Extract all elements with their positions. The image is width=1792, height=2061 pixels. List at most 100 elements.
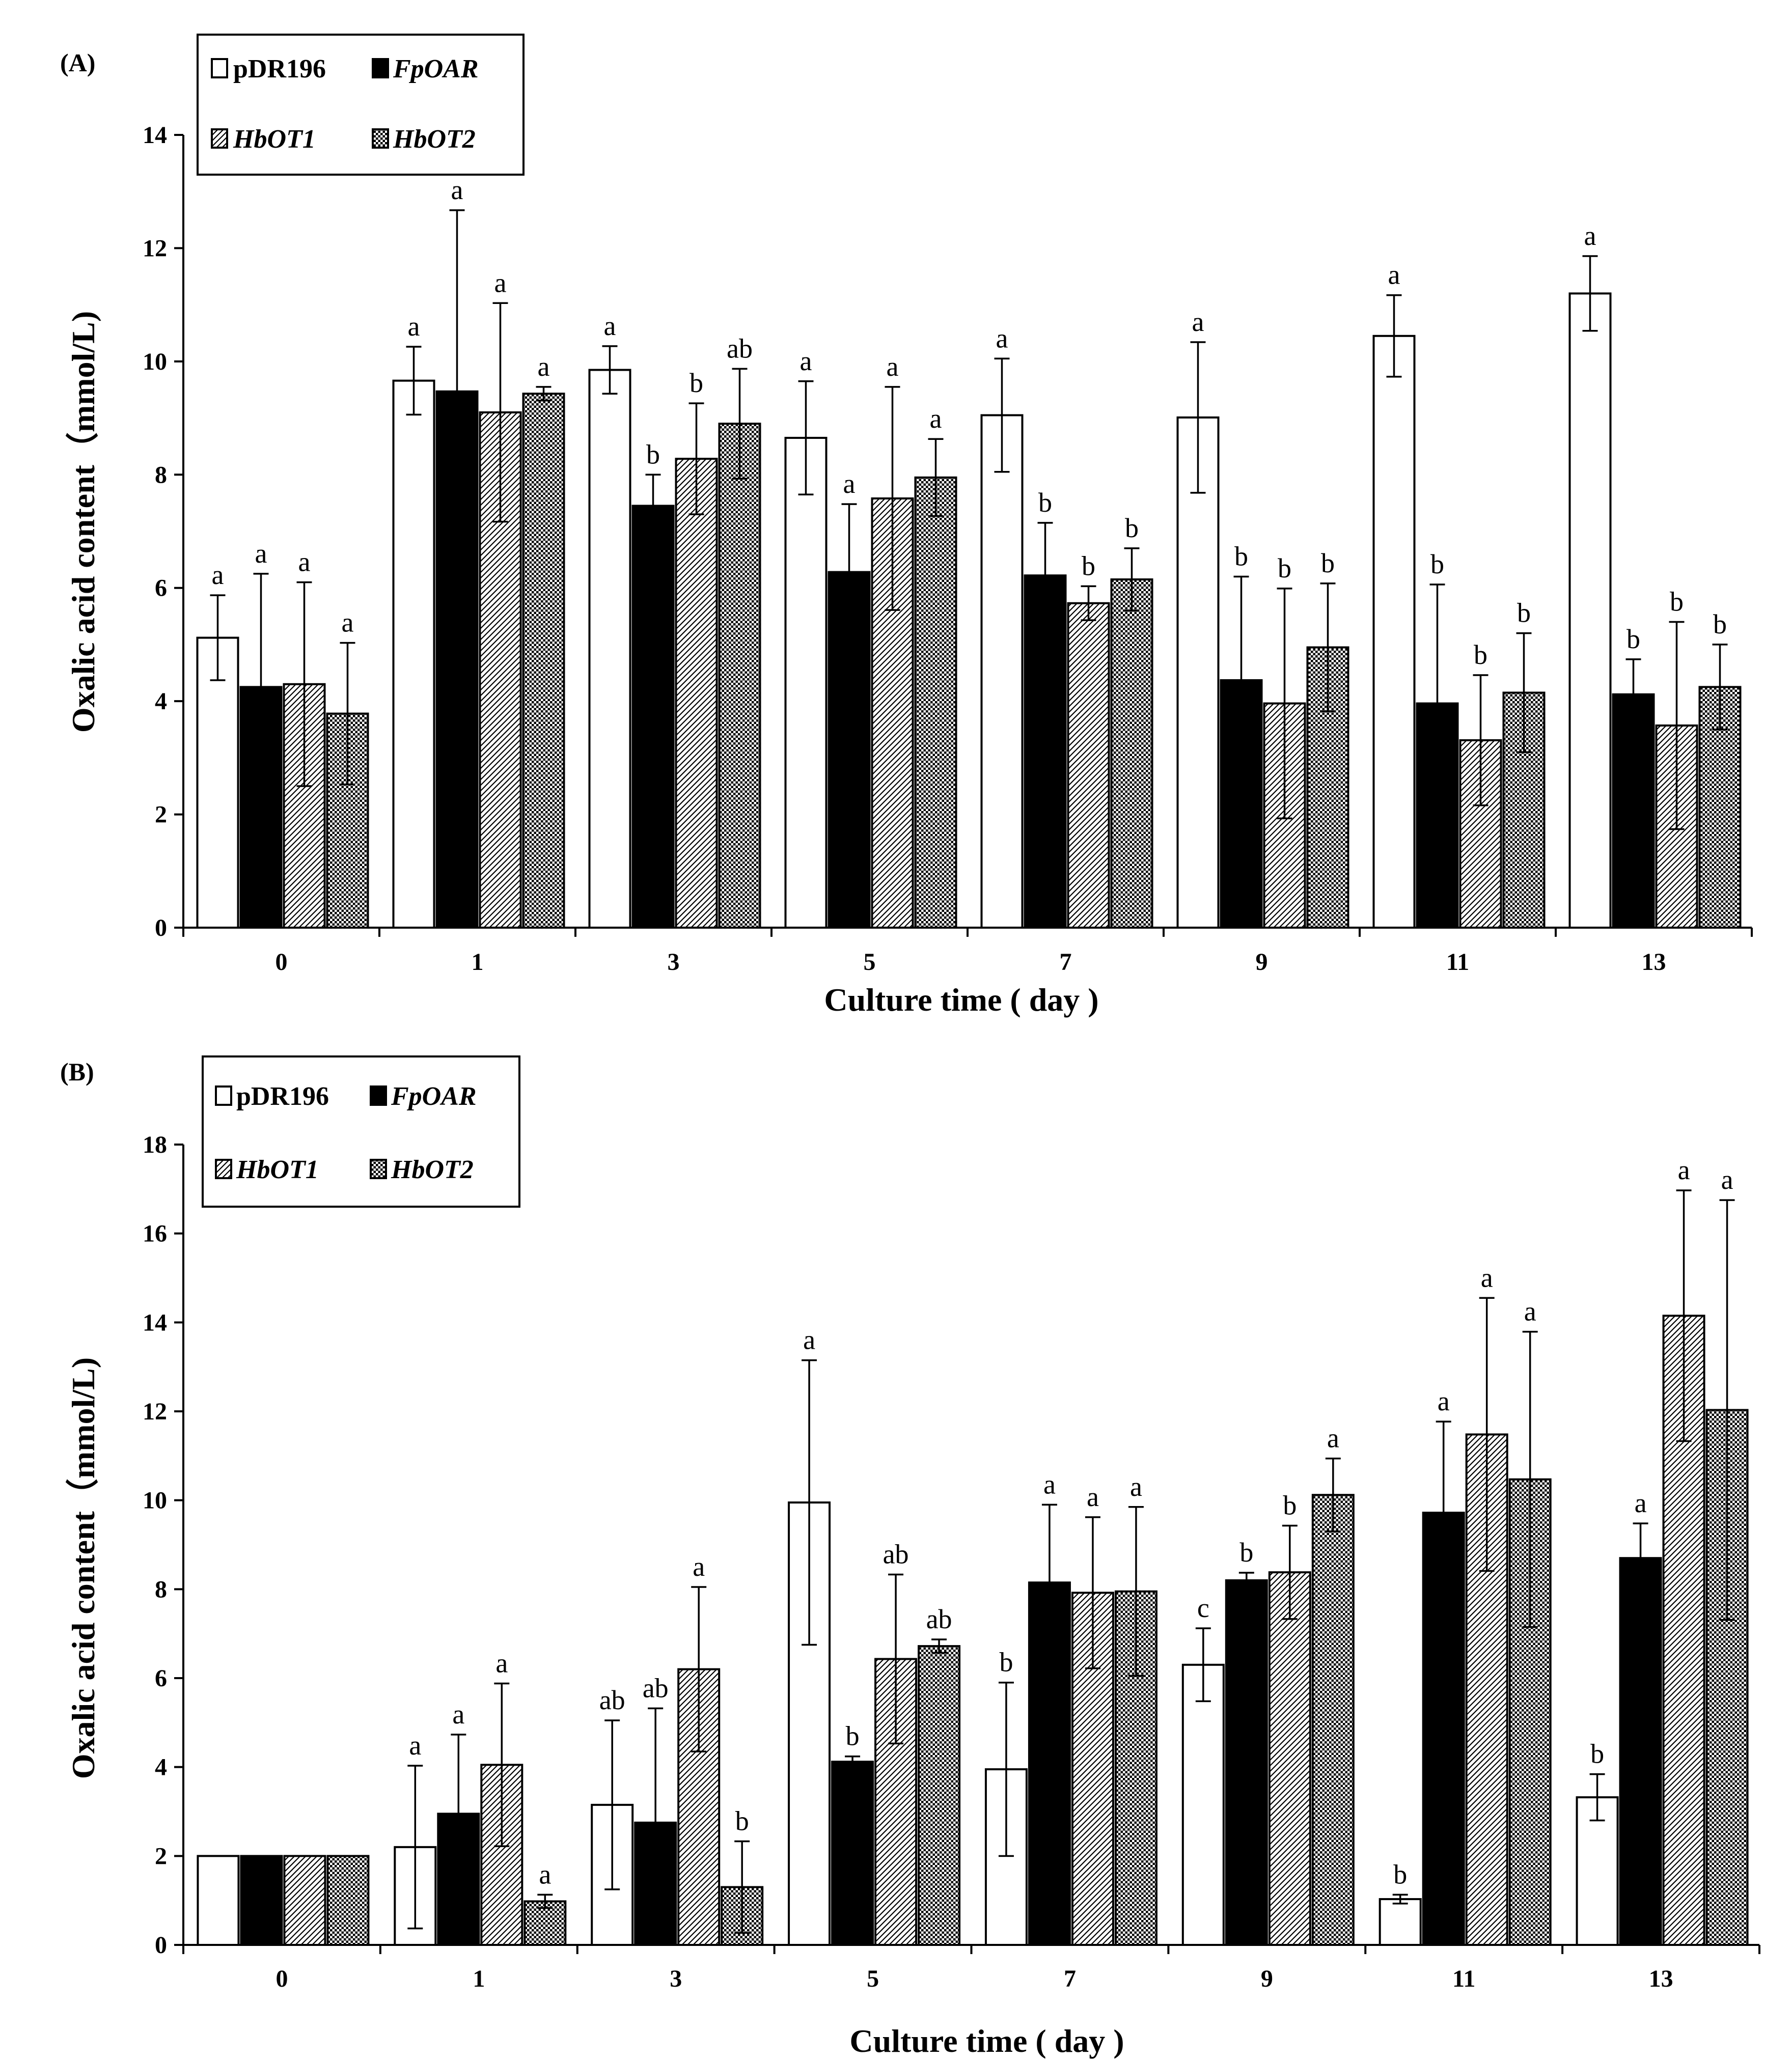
panel-a-significance-label: b <box>1474 639 1487 670</box>
panel-a-legend-swatch-hbot2 <box>372 128 389 149</box>
panel-a-x-tick-label: 3 <box>668 949 680 976</box>
panel-b-significance-label: b <box>1590 1739 1604 1769</box>
panel-a-x-tick-label: 5 <box>864 949 876 976</box>
panel-a-bar-pdr196 <box>1568 292 1612 929</box>
panel-a-significance-label: b <box>1038 487 1052 518</box>
panel-b-y-tick-label: 8 <box>155 1576 167 1603</box>
panel-b-significance-label: a <box>1678 1155 1690 1185</box>
panel-a-significance-label: a <box>408 311 420 342</box>
panel-a-significance-label: b <box>1626 624 1640 654</box>
panel-b-legend-swatch-pdr196 <box>215 1085 232 1106</box>
panel-a-significance-label: b <box>1713 609 1727 639</box>
panel-a-significance-label: b <box>1321 548 1335 578</box>
panel-a-x-axis-title: Culture time ( day ) <box>824 982 1098 1018</box>
panel-b-y-tick-label: 6 <box>155 1665 167 1692</box>
panel-b-bar-hbot1 <box>283 1855 326 1946</box>
panel-b-significance-label: a <box>1043 1469 1056 1499</box>
panel-a-significance-label: a <box>451 175 463 205</box>
panel-b-significance-label: b <box>1283 1490 1297 1520</box>
panel-a-bar-hbot1 <box>1067 602 1110 929</box>
panel-a-bar-fpoar <box>631 505 675 929</box>
panel-b-y-tick-label: 14 <box>143 1309 167 1336</box>
panel-b-x-tick-label: 11 <box>1452 1965 1475 1992</box>
panel-a-x-tick-label: 0 <box>275 949 288 976</box>
panel-b-y-tick-label: 10 <box>143 1487 167 1514</box>
panel-a-legend-swatch-pdr196 <box>211 58 228 78</box>
panel-a-significance-label: b <box>1670 586 1684 617</box>
panel-b-y-tick-label: 16 <box>143 1220 167 1247</box>
panel-a-significance-label: a <box>1192 307 1204 337</box>
panel-a-legend-swatch-hbot1 <box>211 128 228 149</box>
panel-b-bar-hbot2 <box>326 1855 370 1946</box>
panel-a-significance-label: b <box>1125 513 1139 543</box>
panel-a-bar-hbot2 <box>718 423 761 929</box>
panel-a-bar-pdr196 <box>980 414 1024 929</box>
panel-a-bar-fpoar <box>1612 693 1655 929</box>
panel-b-significance-label: a <box>803 1325 815 1355</box>
panel-a-significance-label: b <box>690 368 703 398</box>
panel-a-bar-hbot1 <box>871 497 914 929</box>
panel-a-legend-label-fpoar: FpOAR <box>393 54 479 83</box>
panel-a: (A) pDR196 FpOAR HbOT1 HbOT2 02468101214… <box>60 34 1753 1018</box>
panel-b-significance-label: a <box>539 1859 551 1889</box>
panel-a-y-tick-label: 6 <box>155 575 167 602</box>
panel-b-bar-fpoar <box>1619 1557 1662 1946</box>
panel-b-x-tick-label: 1 <box>473 1965 485 1992</box>
panel-b-significance-label: a <box>495 1648 508 1678</box>
panel-b-significance-label: ab <box>643 1673 669 1703</box>
panel-b-significance-label: ab <box>883 1539 909 1570</box>
panel-a-significance-label: b <box>1278 553 1291 583</box>
panel-b-significance-label: a <box>1327 1423 1339 1454</box>
panel-b-significance-label: a <box>1635 1488 1647 1518</box>
panel-a-significance-label: a <box>996 323 1008 353</box>
panel-a-y-axis-title: Oxalic acid content（mmol/L) <box>65 311 101 733</box>
panel-b-bar-hbot1 <box>1268 1571 1311 1946</box>
panel-a-significance-label: a <box>342 607 354 638</box>
panel-a-legend: pDR196 FpOAR HbOT1 HbOT2 <box>197 34 525 176</box>
panel-a-significance-label: a <box>800 346 812 376</box>
panel-b-legend-label-hbot1: HbOT1 <box>236 1155 319 1184</box>
panel-b-significance-label: a <box>1721 1164 1733 1195</box>
panel-b-legend-box <box>202 1055 520 1208</box>
panel-b-y-tick-label: 4 <box>155 1754 167 1781</box>
panel-a-x-tick-label: 7 <box>1060 949 1072 976</box>
panel-a-legend-label-hbot2: HbOT2 <box>393 125 476 154</box>
panel-a-bar-pdr196 <box>1372 335 1416 929</box>
panel-b-legend-label-fpoar: FpOAR <box>391 1082 477 1111</box>
panel-b-x-tick-label: 5 <box>867 1965 879 1992</box>
panel-a-legend-label-pdr196: pDR196 <box>233 54 326 83</box>
panel-a-significance-label: a <box>212 560 224 590</box>
panel-b-significance-label: ab <box>599 1685 625 1715</box>
panel-a-legend-swatch-fpoar <box>372 58 389 78</box>
panel-b-significance-label: b <box>999 1647 1013 1678</box>
panel-a-significance-label: b <box>1234 541 1248 571</box>
panel-a-significance-label: a <box>255 538 267 569</box>
panel-b-x-axis-title: Culture time ( day ) <box>849 2023 1124 2059</box>
panel-a-significance-label: a <box>494 267 507 298</box>
panel-a-bar-pdr196 <box>784 436 828 929</box>
panel-b-y-tick-label: 12 <box>143 1398 167 1425</box>
panel-a-label: (A) <box>60 48 95 77</box>
panel-b-significance-label: b <box>1239 1537 1253 1568</box>
panel-b-legend-swatch-hbot1 <box>215 1159 232 1179</box>
panel-b-significance-label: b <box>846 1721 860 1751</box>
panel-b-significance-label: ab <box>926 1604 952 1634</box>
panel-b-significance-label: a <box>1438 1386 1450 1416</box>
panel-b-label: (B) <box>60 1057 94 1086</box>
panel-a-y-tick-label: 14 <box>143 122 167 149</box>
panel-a-x-tick-label: 9 <box>1256 949 1268 976</box>
panel-b-significance-label: a <box>1130 1471 1142 1502</box>
panel-b-legend-label-pdr196: pDR196 <box>236 1082 329 1111</box>
panel-b-significance-label: b <box>1393 1859 1407 1889</box>
panel-b-x-tick-label: 13 <box>1649 1965 1673 1992</box>
panel-a-bar-pdr196 <box>196 636 239 929</box>
panel-b-bar-pdr196 <box>1379 1898 1422 1946</box>
panel-a-bar-pdr196 <box>588 369 631 929</box>
panel-b-bar-hbot2 <box>1311 1494 1355 1946</box>
panel-a-significance-label: b <box>646 439 660 469</box>
panel-b-bar-pdr196 <box>1181 1663 1225 1946</box>
panel-b-y-axis-title: Oxalic acid content（mmol/L) <box>65 1357 101 1779</box>
panel-a-significance-label: b <box>1082 550 1095 581</box>
